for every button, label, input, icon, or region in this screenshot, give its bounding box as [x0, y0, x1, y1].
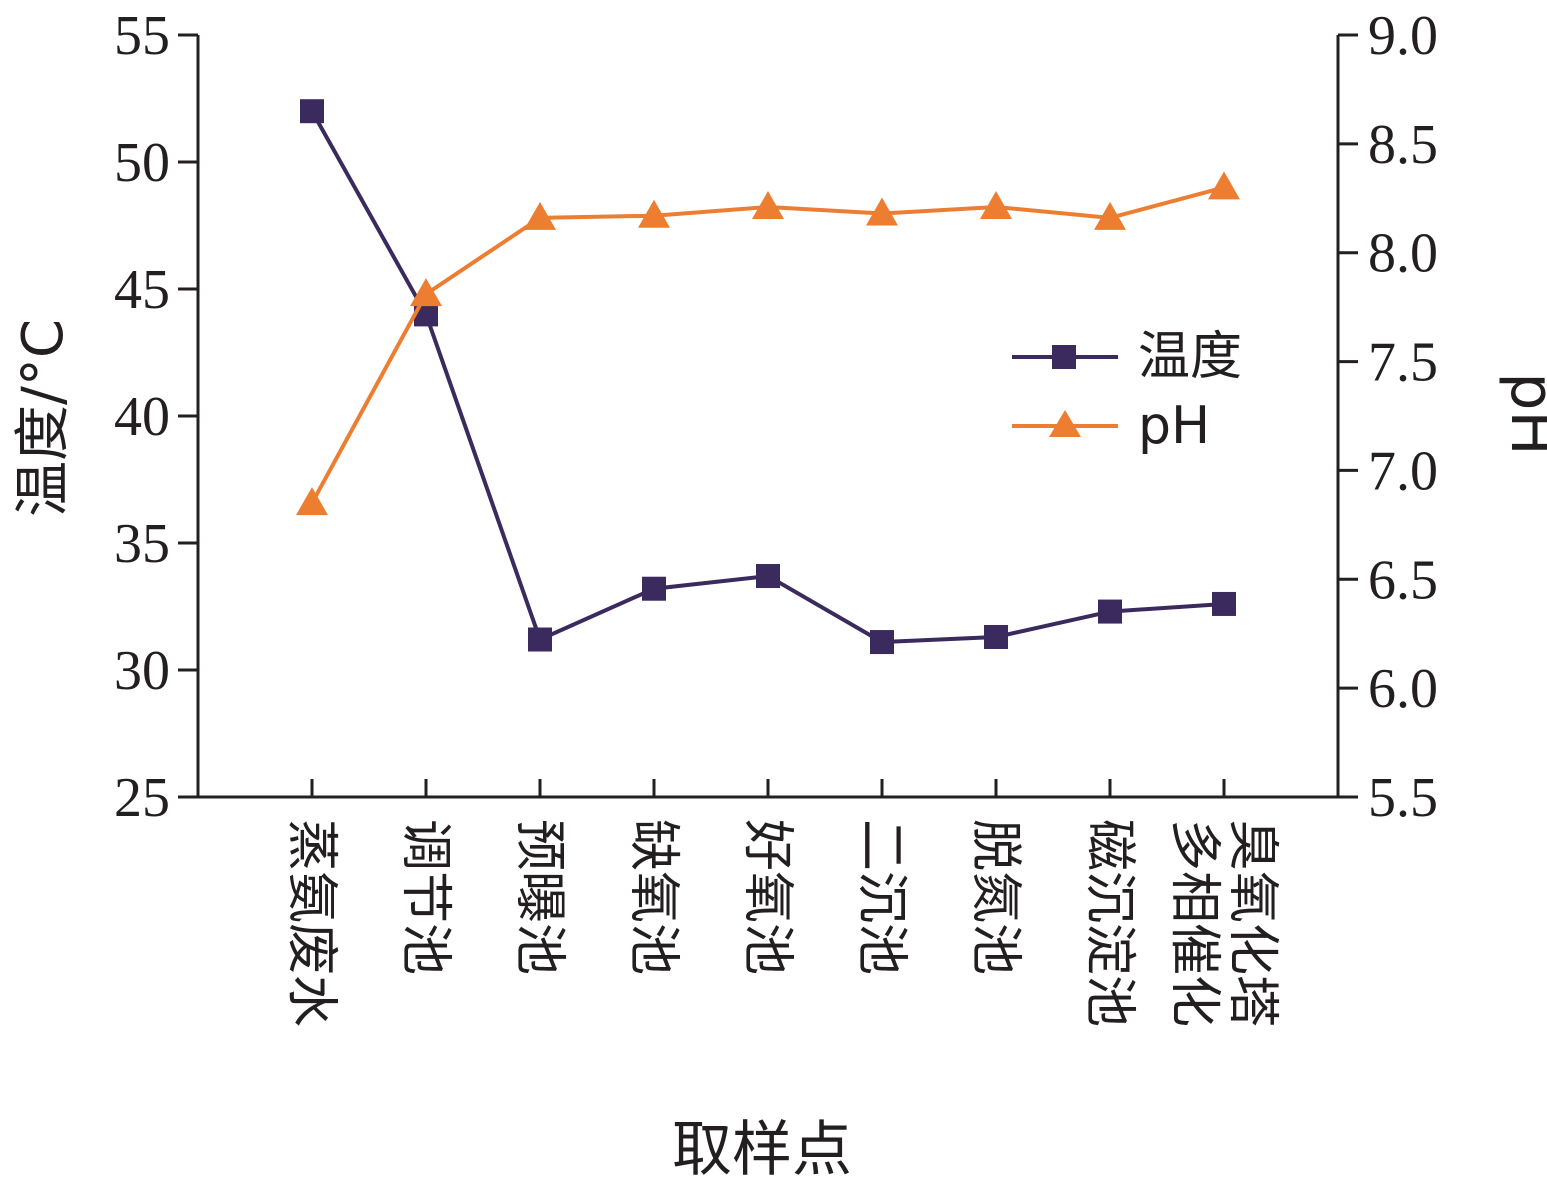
- data-point-ph: [980, 190, 1012, 219]
- y-tick-label-right: 7.5: [1368, 332, 1438, 394]
- y-axis-title-right: pH: [1497, 372, 1547, 455]
- data-point-ph: [866, 197, 898, 226]
- x-tick-label: 预曝池: [509, 819, 569, 975]
- x-tick-label: 脱氮池: [965, 819, 1025, 975]
- x-tick-label: 臭氧化塔: [1222, 819, 1282, 1027]
- legend-item-ph: pH: [1012, 396, 1210, 456]
- x-tick-label: 多相催化: [1164, 819, 1224, 1027]
- y-tick-label-left: 40: [114, 386, 170, 448]
- y-tick-label-right: 5.5: [1368, 767, 1438, 829]
- x-tick-label: 调节池: [395, 819, 455, 975]
- data-point-ph: [1208, 171, 1240, 200]
- data-point-ph: [638, 199, 670, 228]
- x-tick-label: 磁沉淀池: [1079, 819, 1139, 1027]
- data-point-temperature: [528, 627, 552, 652]
- legend-marker-triangle: [1049, 410, 1081, 437]
- data-point-temperature: [756, 564, 780, 589]
- x-tick-label: 二沉池: [851, 819, 911, 975]
- y-tick-label-left: 35: [114, 513, 170, 575]
- data-point-ph: [296, 487, 328, 516]
- y-tick-label-left: 45: [114, 259, 170, 321]
- legend: 温度 pH: [1012, 327, 1242, 456]
- y-tick-label-right: 7.0: [1368, 440, 1438, 502]
- left-axis-ticks: 25 30 35 40 45 50 55: [114, 5, 198, 829]
- data-point-temperature: [1098, 599, 1122, 624]
- y-tick-label-right: 6.5: [1368, 549, 1438, 611]
- series-layer: [296, 99, 1240, 655]
- data-point-ph: [752, 190, 784, 219]
- right-axis-ticks: 5.5 6.0 6.5 7.0 7.5 8.0 8.5 9.0: [1338, 5, 1438, 829]
- y-tick-label-left: 25: [114, 767, 170, 829]
- y-tick-label-left: 55: [114, 5, 170, 67]
- data-point-ph: [1094, 201, 1126, 230]
- y-axis-title-left: 温度/°C: [11, 319, 76, 517]
- data-point-ph: [524, 201, 556, 230]
- y-tick-label-left: 50: [114, 132, 170, 194]
- data-point-temperature: [300, 99, 324, 124]
- data-point-temperature: [1212, 591, 1236, 616]
- x-tick-label: 好氧池: [737, 819, 797, 975]
- y-tick-label-right: 9.0: [1368, 5, 1438, 67]
- x-tick-label: 蒸氨废水: [281, 819, 341, 1027]
- legend-marker-square: [1052, 345, 1076, 369]
- y-tick-label-right: 8.0: [1368, 223, 1438, 285]
- data-point-temperature: [870, 630, 894, 655]
- legend-label-ph: pH: [1138, 396, 1210, 456]
- x-tick-label: 缺氧池: [623, 819, 683, 975]
- series-line-temperature: [310, 110, 1225, 645]
- y-tick-label-right: 6.0: [1368, 658, 1438, 720]
- data-point-temperature: [984, 624, 1008, 649]
- y-tick-label-left: 30: [114, 640, 170, 702]
- legend-label-temperature: 温度: [1138, 327, 1242, 387]
- data-point-ph: [410, 278, 442, 307]
- series-line-ph: [310, 185, 1225, 505]
- y-tick-label-right: 8.5: [1368, 114, 1438, 176]
- legend-item-temperature: 温度: [1012, 327, 1242, 387]
- x-axis-title: 取样点: [672, 1115, 852, 1185]
- data-point-temperature: [642, 576, 666, 601]
